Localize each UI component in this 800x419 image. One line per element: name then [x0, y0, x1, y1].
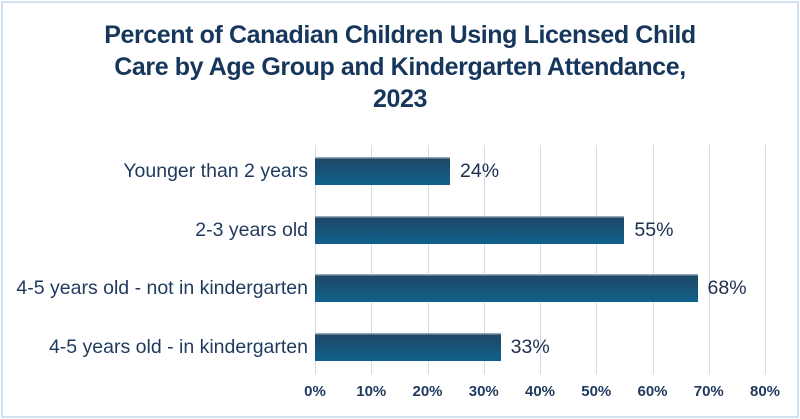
x-axis-tick-label: 10%	[356, 383, 387, 400]
bar	[315, 333, 501, 361]
x-axis-tick-label: 30%	[468, 383, 499, 400]
value-label: 68%	[707, 277, 747, 299]
category-label: 4-5 years old - in kindergarten	[48, 336, 308, 358]
value-label: 55%	[634, 219, 674, 241]
bar	[315, 216, 625, 244]
gridline	[371, 145, 373, 374]
x-axis-tick-label: 50%	[581, 383, 612, 400]
gridline	[427, 145, 429, 374]
category-label: 2-3 years old	[195, 219, 308, 241]
value-label: 24%	[460, 160, 500, 182]
value-label: 33%	[510, 336, 550, 358]
x-axis-tick-label: 60%	[637, 383, 668, 400]
gridline	[483, 145, 485, 374]
x-axis-tick-label: 80%	[749, 383, 781, 400]
chart-title-line-3: 2023	[372, 85, 427, 113]
bar	[315, 157, 450, 185]
gridline	[540, 145, 541, 374]
gridline	[708, 145, 710, 374]
gridline	[765, 145, 766, 374]
category-label: Younger than 2 years	[123, 160, 308, 182]
chart-title: Percent of Canadian Children Using Licen…	[0, 19, 800, 115]
x-axis-tick-label: 70%	[693, 383, 724, 400]
chart-title-line-2: Care by Age Group and Kindergarten Atten…	[114, 53, 686, 81]
category-label: 4-5 years old - not in kindergarten	[16, 277, 308, 299]
gridline	[652, 145, 654, 374]
x-axis-tick-label: 0%	[304, 383, 326, 400]
gridline	[315, 145, 316, 374]
x-axis-tick-label: 20%	[412, 383, 443, 400]
gridline	[596, 145, 598, 374]
bar	[315, 274, 698, 302]
chart-title-line-1: Percent of Canadian Children Using Licen…	[104, 21, 696, 49]
x-axis-tick-label: 40%	[524, 383, 556, 400]
